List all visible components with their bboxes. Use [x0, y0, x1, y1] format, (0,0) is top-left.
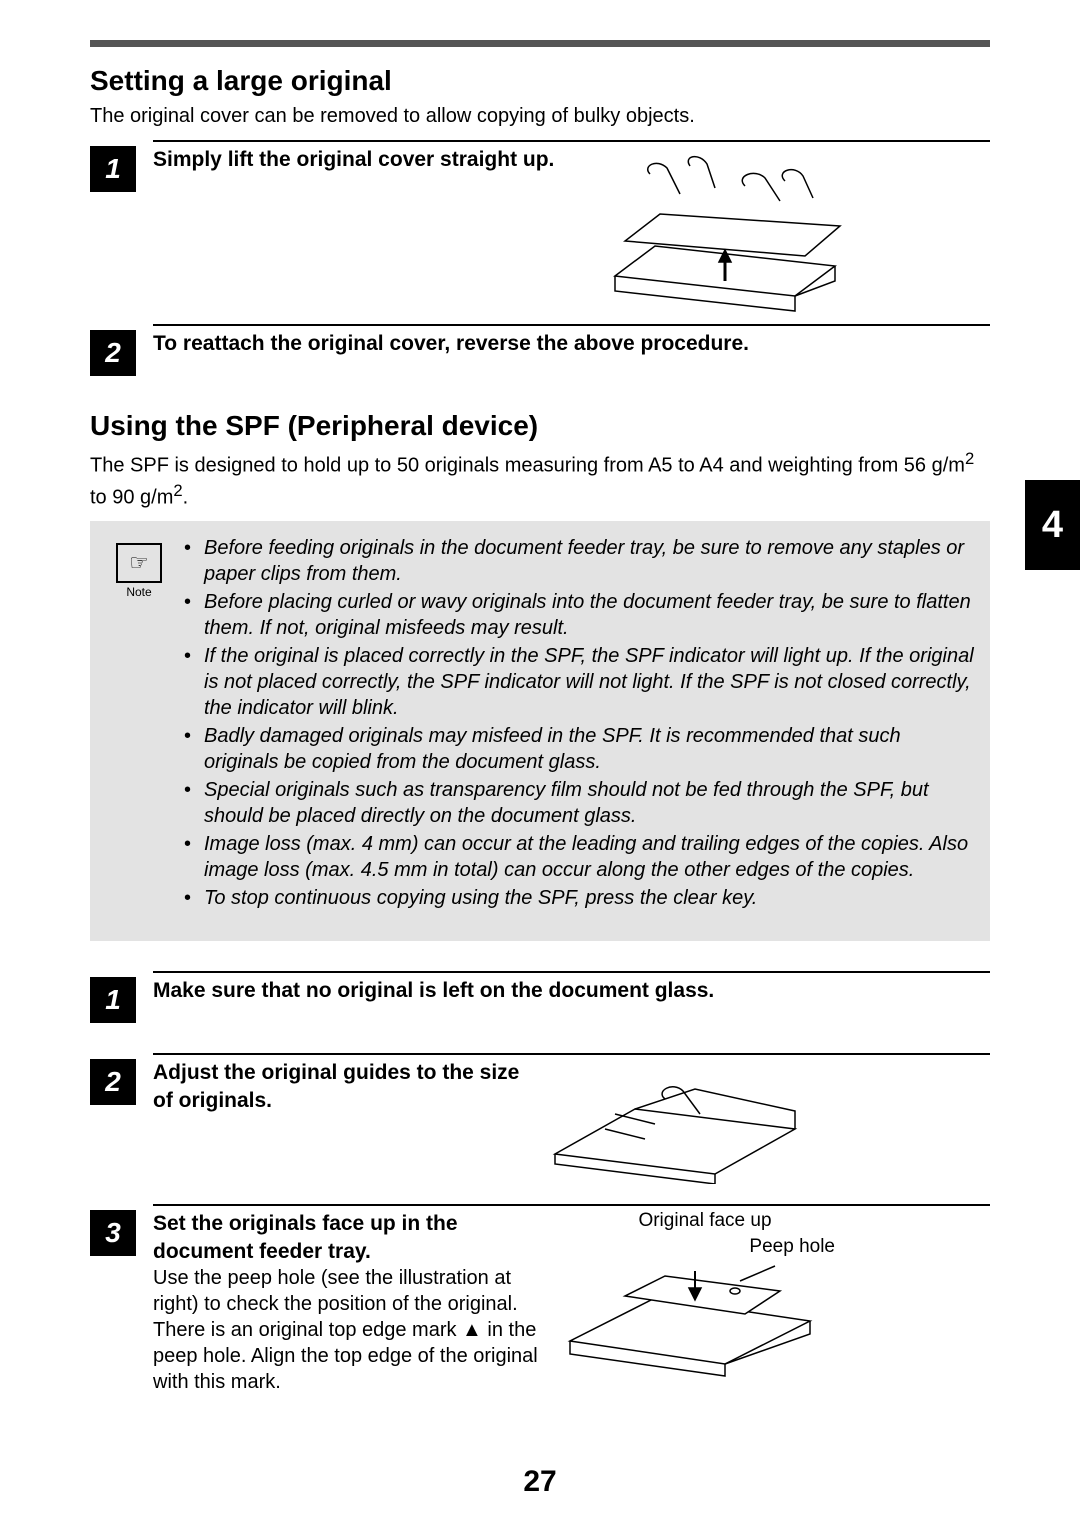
step-number: 2	[90, 1059, 136, 1105]
note-block: ☞ Note Before feeding originals in the d…	[90, 521, 990, 941]
step-rule	[153, 324, 990, 326]
note-bullet: Badly damaged originals may misfeed in t…	[184, 723, 976, 775]
step-number: 2	[90, 330, 136, 376]
section-a-heading: Setting a large original	[90, 65, 990, 97]
note-bullet: Before placing curled or wavy originals …	[184, 589, 976, 641]
note-label: Note	[126, 585, 151, 599]
note-list: Before feeding originals in the document…	[174, 535, 976, 913]
illustration-guide	[545, 1059, 805, 1184]
section-b-heading: Using the SPF (Peripheral device)	[90, 410, 990, 442]
step-b1: 1 Make sure that no original is left on …	[90, 971, 990, 1023]
step-b2: 2 Adjust the original guides to the size…	[90, 1053, 990, 1184]
superscript: 2	[173, 481, 182, 500]
step-rule	[153, 971, 990, 973]
section-b-intro: The SPF is designed to hold up to 50 ori…	[90, 448, 990, 511]
intro-text: The SPF is designed to hold up to 50 ori…	[90, 455, 932, 477]
step-rule	[153, 1204, 990, 1206]
illustration-cover	[595, 146, 855, 316]
illustration-feed: Original face up Peep hole	[565, 1210, 825, 1381]
step-title: Adjust the original guides to the size o…	[153, 1061, 519, 1111]
step-number: 3	[90, 1210, 136, 1256]
step-a1: 1 Simply lift the original cover straigh…	[90, 140, 990, 316]
step-rule	[153, 140, 990, 142]
superscript: 2	[965, 449, 974, 468]
page-number: 27	[0, 1465, 1080, 1499]
note-hand-icon: ☞	[116, 543, 162, 583]
step-title: Make sure that no original is left on th…	[153, 979, 714, 1002]
step-rule	[153, 1053, 990, 1055]
note-bullet: Before feeding originals in the document…	[184, 535, 976, 587]
step-number: 1	[90, 977, 136, 1023]
intro-text: .	[183, 486, 189, 508]
caption-peep-hole: Peep hole	[749, 1236, 835, 1258]
step-b3: 3 Set the originals face up in the docum…	[90, 1204, 990, 1395]
step-title: To reattach the original cover, reverse …	[153, 332, 749, 355]
note-bullet: To stop continuous copying using the SPF…	[184, 885, 976, 911]
chapter-tab: 4	[1025, 480, 1080, 570]
step-a2: 2 To reattach the original cover, revers…	[90, 324, 990, 376]
step-number: 1	[90, 146, 136, 192]
note-bullet: Image loss (max. 4 mm) can occur at the …	[184, 831, 976, 883]
note-bullet: If the original is placed correctly in t…	[184, 643, 976, 721]
page: Setting a large original The original co…	[0, 0, 1080, 1395]
step-title: Simply lift the original cover straight …	[153, 148, 554, 171]
note-bullet: Special originals such as transparency f…	[184, 777, 976, 829]
unit: g/m	[932, 455, 965, 477]
unit: g/m	[140, 486, 173, 508]
note-icon-column: ☞ Note	[104, 535, 174, 913]
step-title: Set the originals face up in the documen…	[153, 1212, 458, 1262]
section-a-intro: The original cover can be removed to all…	[90, 103, 990, 130]
intro-text: to 90	[90, 486, 140, 508]
top-rule	[90, 40, 990, 47]
caption-original-face-up: Original face up	[595, 1210, 815, 1232]
step-body-text: Use the peep hole (see the illustration …	[153, 1267, 538, 1393]
